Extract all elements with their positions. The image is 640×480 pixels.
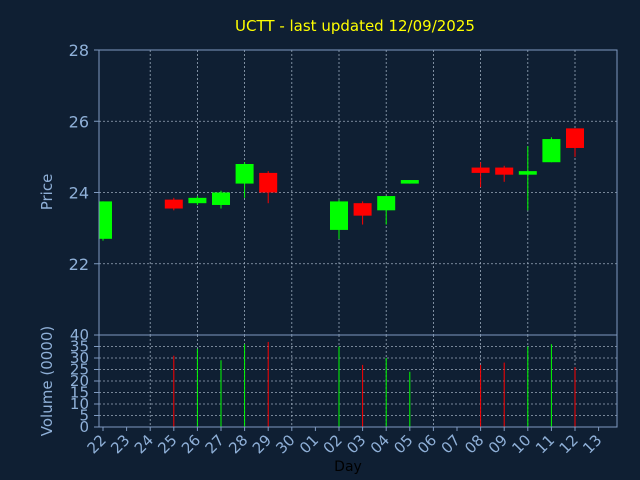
volume-axis-label: Volume (0000) — [38, 326, 56, 436]
x-tick-label: 28 — [225, 431, 251, 457]
candle-body — [400, 180, 419, 184]
x-tick-label: 06 — [414, 431, 440, 457]
volume-tick-label: 20 — [70, 372, 89, 390]
volume-tick-label: 10 — [70, 395, 89, 413]
candle-body — [471, 167, 490, 173]
volume-tick-label: 35 — [70, 338, 89, 356]
candle-body — [235, 164, 254, 184]
x-tick-label: 24 — [131, 431, 157, 457]
volume-bars — [173, 341, 576, 427]
candle-body — [353, 203, 372, 216]
price-y-ticks: 28 26 24 22 — [69, 41, 99, 274]
price-grid — [99, 50, 617, 335]
price-tick-label: 22 — [69, 255, 89, 274]
x-tick-label: 02 — [320, 431, 346, 457]
volume-tick-label: 5 — [79, 407, 89, 425]
x-tick-label: 04 — [367, 431, 393, 457]
x-axis-ticks: 2223242526272829300102030405060708091011… — [84, 427, 605, 457]
x-tick-label: 03 — [343, 431, 369, 457]
x-tick-label: 29 — [249, 431, 275, 457]
volume-tick-label: 15 — [70, 384, 89, 402]
candle-body — [495, 167, 514, 175]
volume-tick-label: 25 — [70, 361, 89, 379]
volume-grid — [99, 335, 617, 427]
x-tick-label: 12 — [556, 431, 582, 457]
x-axis-label: Day — [334, 459, 362, 475]
x-tick-label: 26 — [178, 431, 204, 457]
x-tick-label: 01 — [296, 431, 322, 457]
price-tick-label: 26 — [69, 112, 89, 131]
price-tick-label: 24 — [69, 184, 89, 203]
candle-body — [99, 201, 112, 239]
x-tick-label: 23 — [107, 431, 133, 457]
price-axis-label: Price — [38, 174, 56, 211]
x-tick-label: 27 — [202, 431, 228, 457]
price-tick-label: 28 — [69, 41, 89, 60]
candle-body — [164, 199, 183, 209]
x-tick-label: 30 — [272, 431, 298, 457]
candle-body — [259, 172, 278, 193]
candle-body — [518, 171, 537, 175]
volume-tick-label: 40 — [70, 326, 89, 344]
volume-tick-label: 0 — [79, 418, 89, 436]
candle-body — [330, 201, 348, 230]
candle-body — [212, 192, 230, 205]
x-tick-label: 09 — [485, 431, 511, 457]
x-tick-label: 08 — [461, 431, 487, 457]
volume-tick-label: 30 — [70, 349, 89, 367]
x-tick-label: 05 — [390, 431, 416, 457]
x-tick-label: 07 — [438, 431, 464, 457]
candle-body — [566, 128, 584, 148]
price-panel: 28 26 24 22 Price — [38, 41, 618, 336]
candle-body — [188, 197, 207, 204]
price-candles — [99, 128, 584, 241]
x-tick-label: 13 — [579, 431, 605, 457]
x-tick-label: 25 — [154, 431, 180, 457]
candle-body — [377, 196, 396, 211]
x-tick-label: 11 — [532, 431, 558, 457]
candle-body — [542, 139, 561, 163]
chart-title: UCTT - last updated 12/09/2025 — [235, 17, 475, 35]
x-tick-label: 10 — [508, 431, 534, 457]
